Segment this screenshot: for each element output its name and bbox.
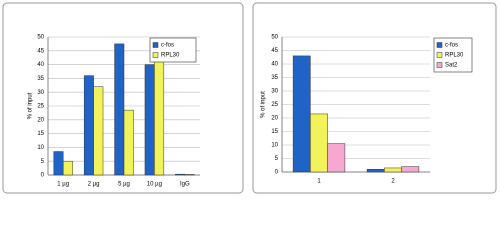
y-tick-label: 5 bbox=[275, 156, 279, 162]
y-tick-label: 25 bbox=[271, 102, 278, 108]
bar bbox=[62, 160, 73, 176]
y-tick-label: 0 bbox=[275, 170, 279, 176]
legend-box bbox=[149, 37, 197, 63]
y-tick-label: 40 bbox=[37, 62, 44, 68]
y-axis-label: % of input bbox=[261, 91, 267, 118]
y-tick-label: 30 bbox=[271, 89, 278, 95]
x-tick-label: 1 µg bbox=[57, 182, 69, 188]
bar bbox=[53, 151, 64, 176]
bar bbox=[366, 169, 385, 173]
chart-frame bbox=[252, 2, 497, 194]
y-tick-label: 45 bbox=[271, 48, 278, 54]
legend-label: RPL30 bbox=[445, 53, 464, 59]
legend-swatch bbox=[436, 52, 443, 58]
y-tick-label: 10 bbox=[37, 145, 44, 151]
legend-label: c-fos bbox=[445, 43, 458, 49]
y-tick-label: 20 bbox=[37, 117, 44, 123]
bar bbox=[327, 143, 346, 173]
legend-label: RPL30 bbox=[161, 53, 180, 59]
y-tick-label: 5 bbox=[41, 159, 45, 165]
y-tick-label: 25 bbox=[37, 104, 44, 110]
y-tick-label: 40 bbox=[271, 62, 278, 68]
y-tick-label: 35 bbox=[37, 76, 44, 82]
bar bbox=[184, 174, 195, 176]
bar bbox=[175, 173, 186, 176]
y-tick-label: 50 bbox=[37, 35, 44, 41]
legend-swatch bbox=[436, 62, 443, 68]
y-tick-label: 0 bbox=[41, 173, 45, 179]
bar bbox=[384, 167, 402, 173]
y-tick-label: 15 bbox=[37, 131, 44, 137]
bar bbox=[93, 86, 104, 176]
y-axis-label: % of input bbox=[28, 92, 34, 119]
x-tick-label: IgG bbox=[180, 182, 190, 188]
bar bbox=[114, 43, 125, 176]
bar bbox=[292, 55, 311, 173]
y-tick-label: 30 bbox=[37, 90, 44, 96]
y-tick-label: 35 bbox=[271, 75, 278, 81]
legend-label: Sat2 bbox=[445, 63, 458, 69]
y-tick-label: 15 bbox=[271, 129, 278, 135]
bar bbox=[123, 109, 134, 176]
bar bbox=[83, 75, 94, 176]
legend-swatch bbox=[152, 42, 159, 48]
legend-label: c-fos bbox=[161, 43, 174, 49]
legend-swatch bbox=[152, 52, 159, 58]
x-tick-label: 2 bbox=[391, 179, 395, 185]
x-tick-label: 5 µg bbox=[118, 182, 130, 188]
bar bbox=[154, 46, 165, 176]
y-tick-label: 50 bbox=[271, 35, 278, 41]
legend-swatch bbox=[436, 42, 443, 48]
x-tick-label: 10 µg bbox=[147, 182, 162, 188]
x-tick-label: 1 bbox=[317, 179, 321, 185]
bar bbox=[401, 166, 420, 173]
y-tick-label: 20 bbox=[271, 116, 278, 122]
y-tick-label: 45 bbox=[37, 48, 44, 54]
bar bbox=[144, 64, 155, 176]
y-tick-label: 10 bbox=[271, 143, 278, 149]
bar bbox=[310, 113, 328, 173]
x-tick-label: 2 µg bbox=[88, 182, 100, 188]
